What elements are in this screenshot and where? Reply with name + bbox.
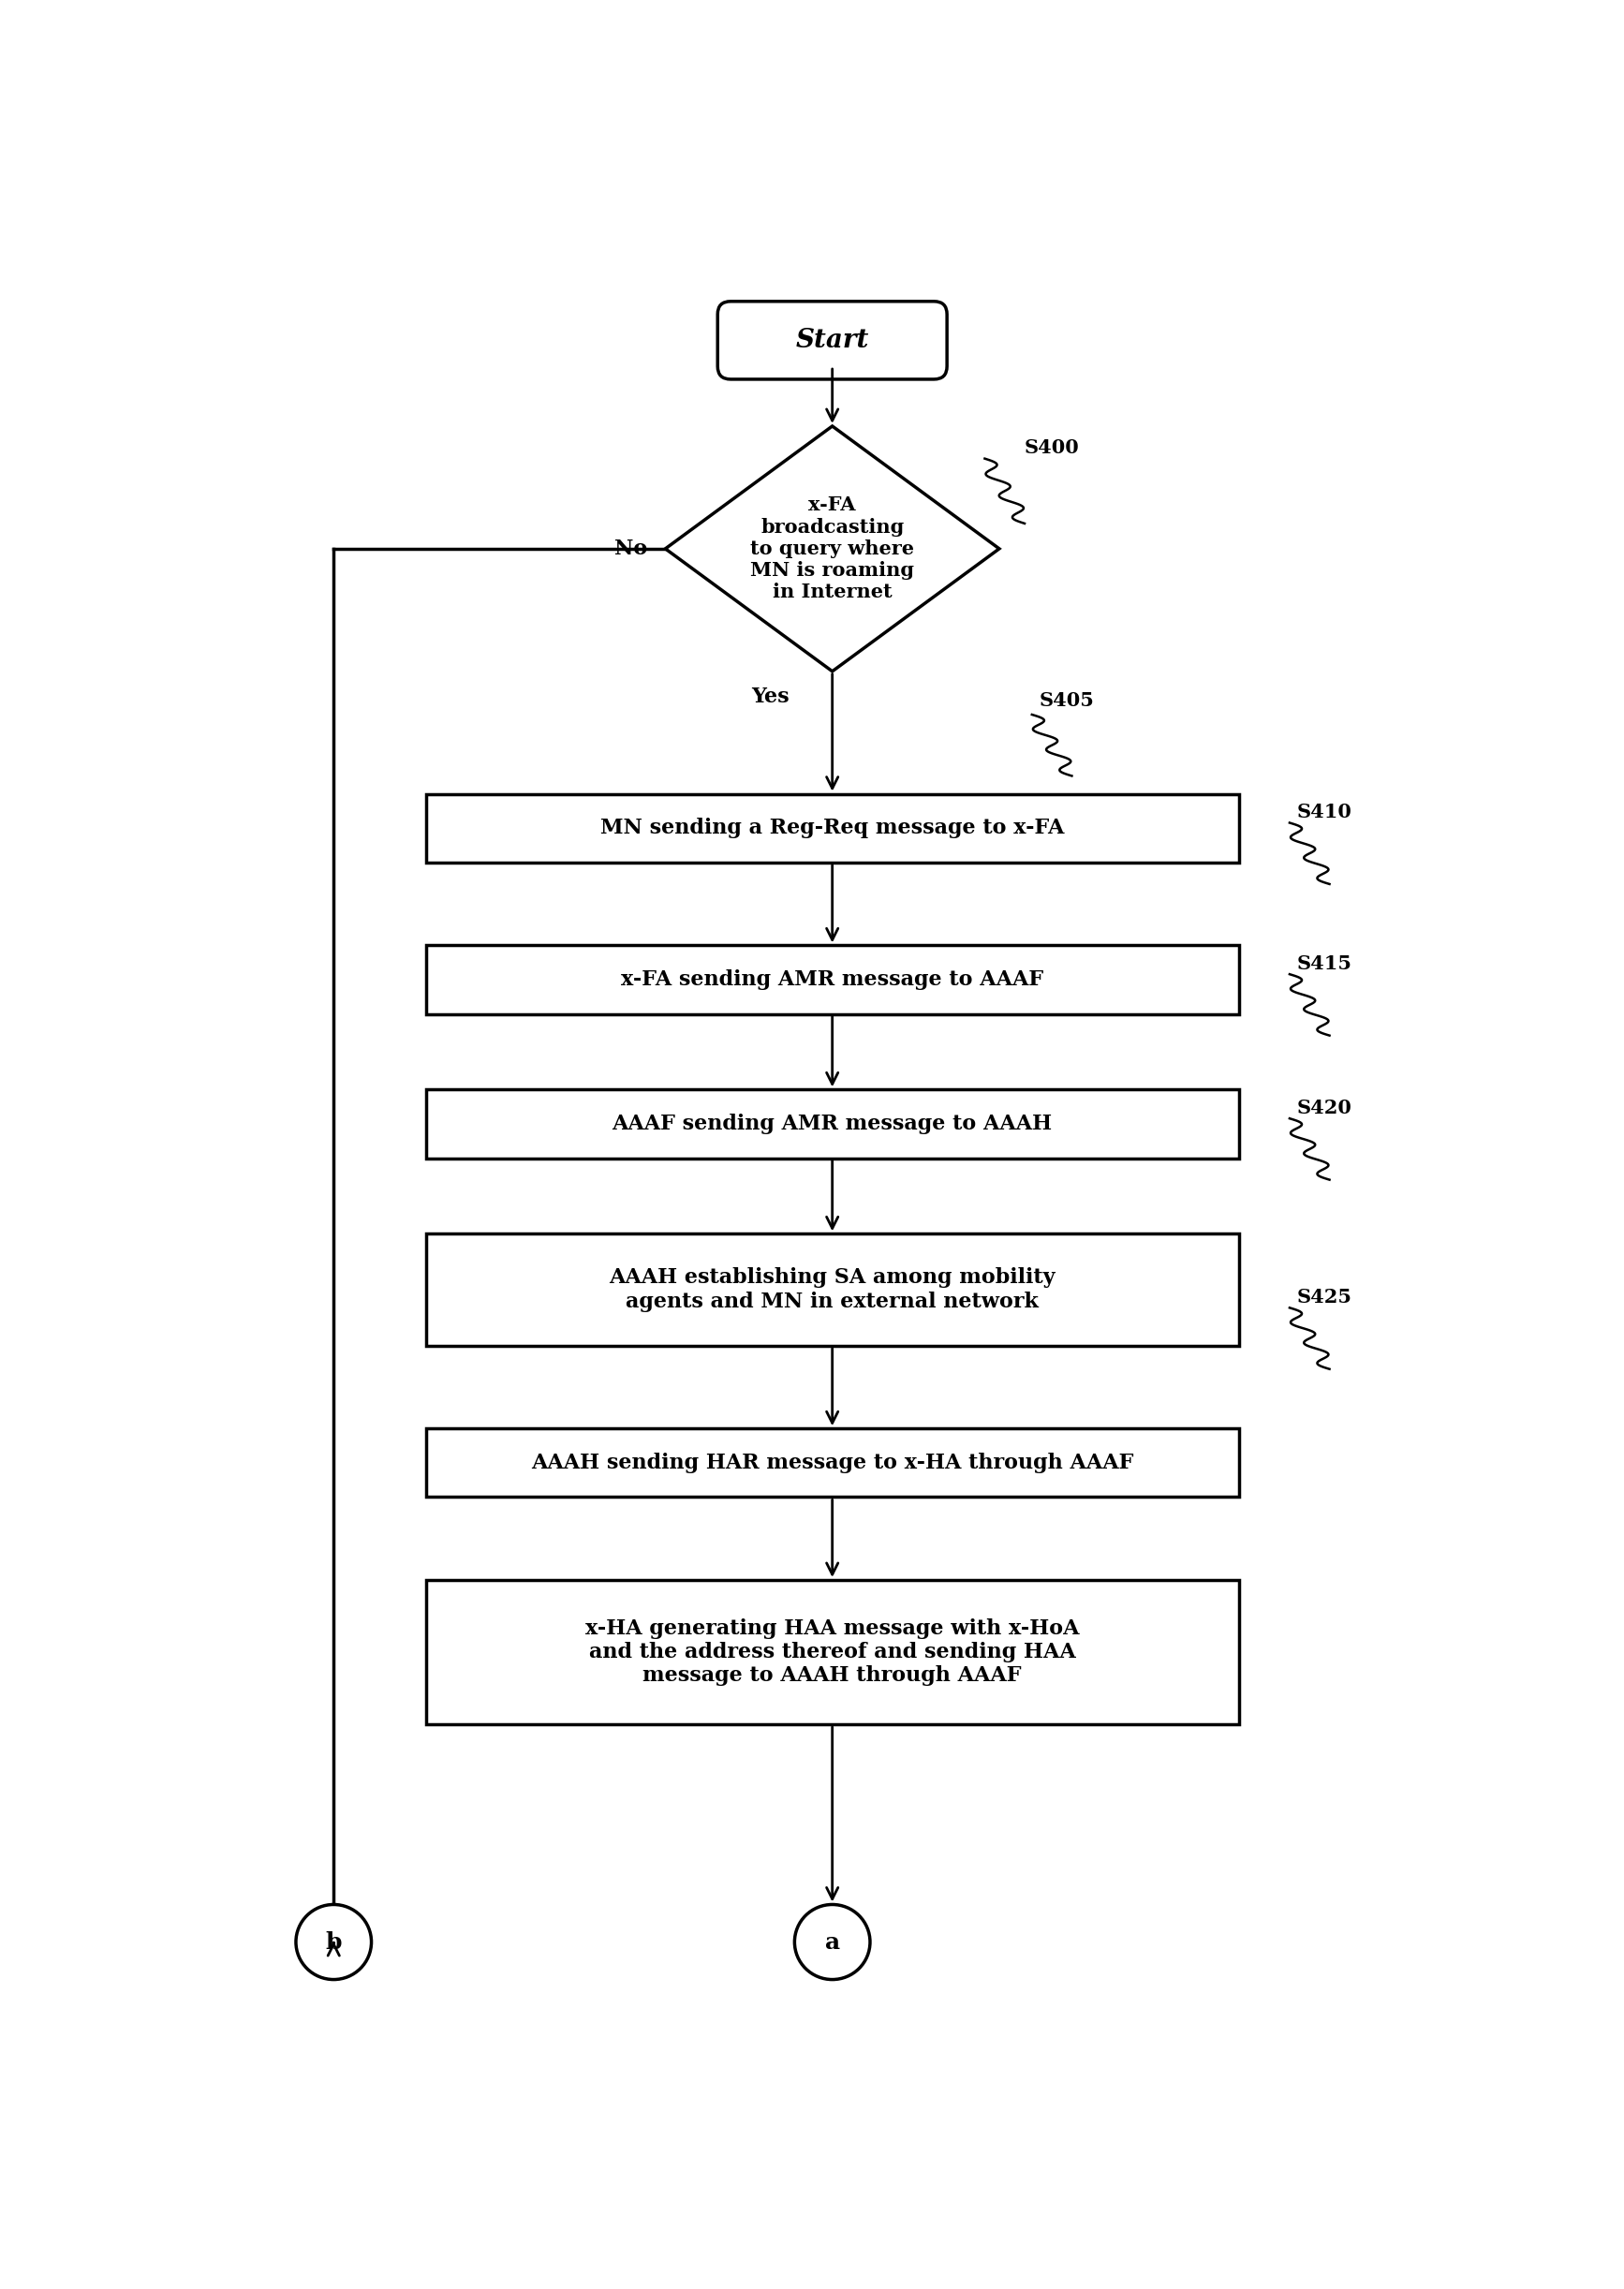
Text: MN sending a Reg-Req message to x-FA: MN sending a Reg-Req message to x-FA xyxy=(601,817,1064,838)
FancyBboxPatch shape xyxy=(718,302,947,380)
Text: Start: Start xyxy=(796,327,869,353)
Text: x-FA
broadcasting
to query where
MN is roaming
in Internet: x-FA broadcasting to query where MN is r… xyxy=(750,497,914,602)
FancyBboxPatch shape xyxy=(425,945,1239,1014)
Text: x-HA generating HAA message with x-HoA
and the address thereof and sending HAA
m: x-HA generating HAA message with x-HoA a… xyxy=(585,1618,1080,1687)
FancyBboxPatch shape xyxy=(425,794,1239,863)
FancyBboxPatch shape xyxy=(425,1428,1239,1497)
Text: b: b xyxy=(325,1932,341,1953)
Text: AAAH sending HAR message to x-HA through AAAF: AAAH sending HAR message to x-HA through… xyxy=(531,1454,1134,1474)
FancyBboxPatch shape xyxy=(425,1234,1239,1346)
Text: No: No xyxy=(614,538,648,559)
FancyBboxPatch shape xyxy=(425,1579,1239,1724)
Text: S405: S405 xyxy=(1039,691,1095,710)
FancyBboxPatch shape xyxy=(425,1090,1239,1158)
Circle shape xyxy=(296,1904,372,1980)
Text: S425: S425 xyxy=(1298,1289,1353,1307)
Text: S410: S410 xyxy=(1298,803,1351,822)
Circle shape xyxy=(794,1904,870,1980)
Polygon shape xyxy=(666,426,999,671)
Text: S420: S420 xyxy=(1298,1099,1351,1117)
Text: Yes: Yes xyxy=(752,687,789,707)
Text: AAAF sending AMR message to AAAH: AAAF sending AMR message to AAAH xyxy=(612,1112,1052,1133)
Text: a: a xyxy=(825,1932,840,1953)
Text: AAAH establishing SA among mobility
agents and MN in external network: AAAH establishing SA among mobility agen… xyxy=(609,1268,1056,1312)
Text: S415: S415 xyxy=(1298,955,1353,973)
Text: S400: S400 xyxy=(1025,439,1080,458)
Text: x-FA sending AMR message to AAAF: x-FA sending AMR message to AAAF xyxy=(620,968,1044,989)
